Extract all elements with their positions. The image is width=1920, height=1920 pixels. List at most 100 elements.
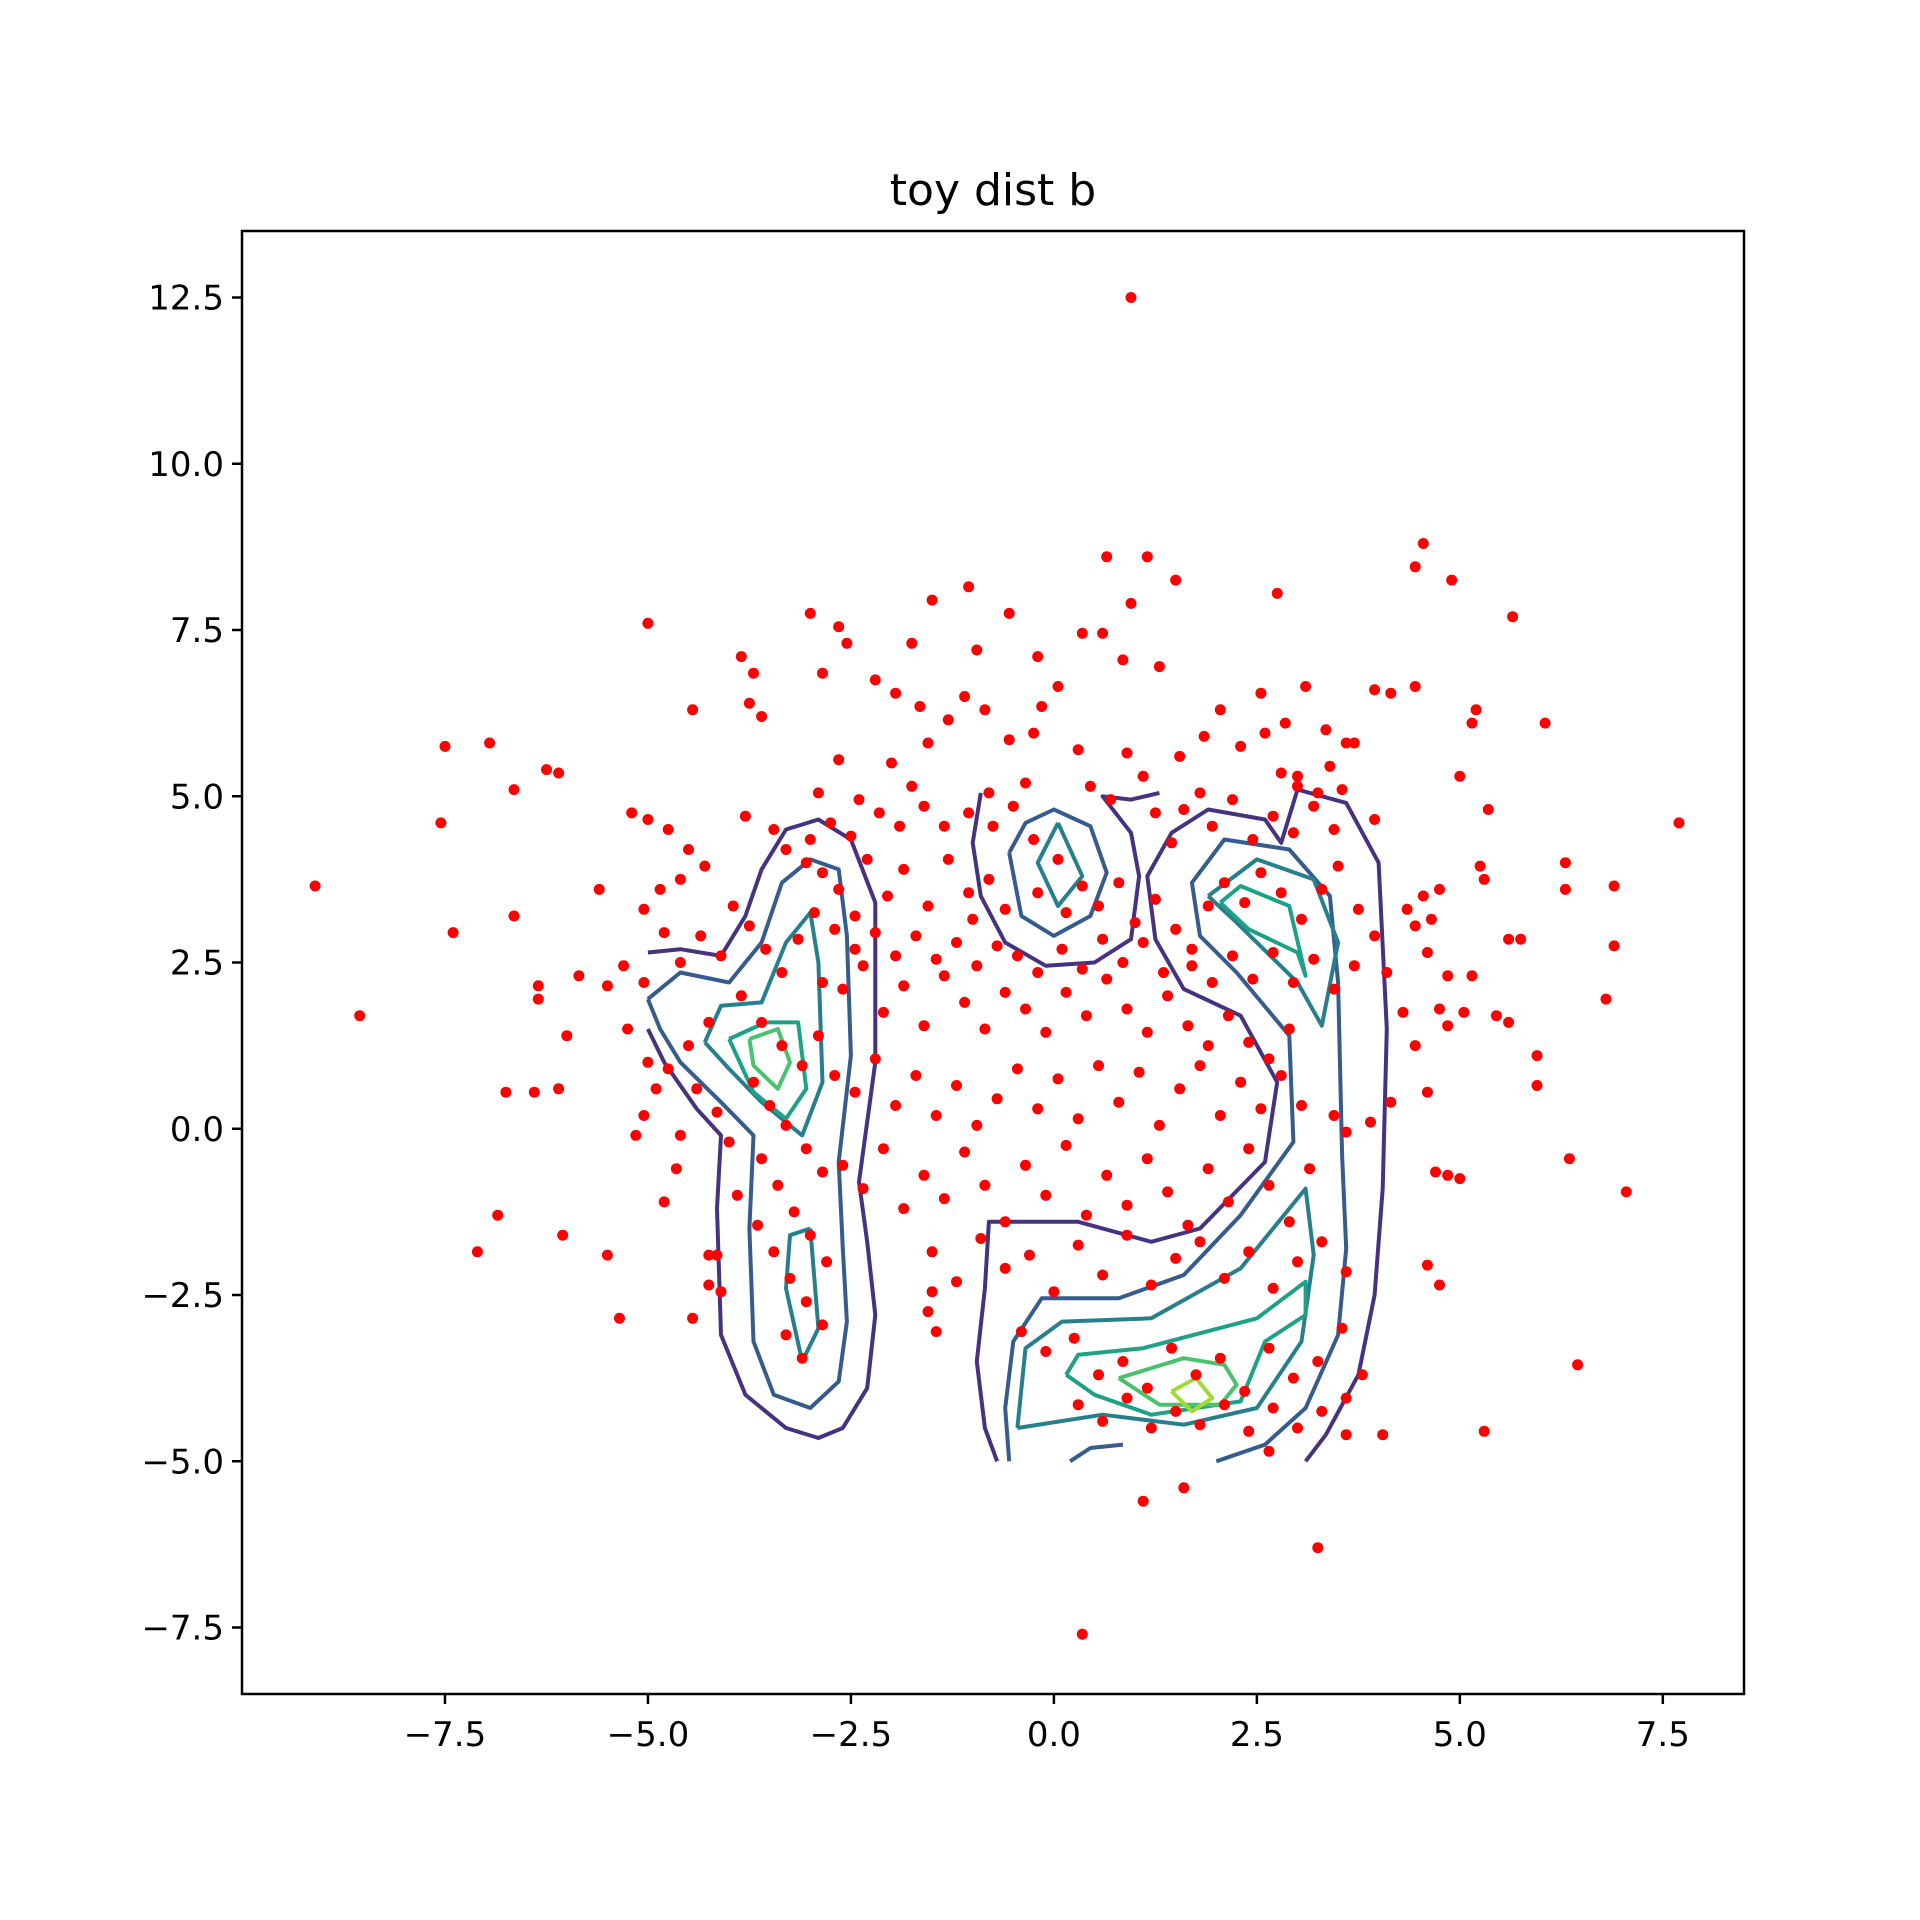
scatter-point <box>310 881 321 892</box>
scatter-point <box>675 957 686 968</box>
scatter-point <box>817 668 828 679</box>
scatter-point <box>1012 1063 1023 1074</box>
scatter-point <box>1138 771 1149 782</box>
scatter-point <box>927 595 938 606</box>
scatter-point <box>1442 970 1453 981</box>
scatter-point <box>992 1093 1003 1104</box>
scatter-point <box>1016 1326 1027 1337</box>
scatter-point <box>1479 874 1490 885</box>
y-tick-label: 10.0 <box>148 445 224 485</box>
y-tick-label: −7.5 <box>141 1609 224 1649</box>
scatter-point <box>1272 588 1283 599</box>
scatter-point <box>959 997 970 1008</box>
scatter-point <box>663 824 674 835</box>
scatter-point <box>1532 1080 1543 1091</box>
scatter-point <box>1097 1416 1108 1427</box>
scatter-point <box>979 1180 990 1191</box>
scatter-point <box>1564 1153 1575 1164</box>
scatter-point <box>797 1060 808 1071</box>
scatter-point <box>805 1230 816 1241</box>
scatter-point <box>553 1083 564 1094</box>
scatter-point <box>1195 1236 1206 1247</box>
scatter-point <box>675 874 686 885</box>
scatter-point <box>1503 934 1514 945</box>
scatter-point <box>1410 920 1421 931</box>
scatter-point <box>1186 944 1197 955</box>
scatter-point <box>781 844 792 855</box>
scatter-point <box>1020 1004 1031 1015</box>
scatter-point <box>687 1313 698 1324</box>
scatter-point <box>1048 1286 1059 1297</box>
scatter-point <box>642 814 653 825</box>
scatter-point <box>850 1087 861 1098</box>
scatter-point <box>931 954 942 965</box>
scatter-point <box>1369 930 1380 941</box>
scatter-point <box>1312 1356 1323 1367</box>
x-tick-label: 2.5 <box>1230 1715 1284 1755</box>
scatter-point <box>1329 1110 1340 1121</box>
scatter-point <box>1385 1097 1396 1108</box>
scatter-point <box>695 930 706 941</box>
x-tick-label: 0.0 <box>1027 1715 1081 1755</box>
scatter-point <box>1247 834 1258 845</box>
scatter-point <box>951 937 962 948</box>
scatter-point <box>675 1130 686 1141</box>
scatter-point <box>1170 924 1181 935</box>
scatter-point <box>1316 884 1327 895</box>
scatter-point <box>573 970 584 981</box>
scatter-point <box>618 960 629 971</box>
scatter-point <box>1239 897 1250 908</box>
scatter-point <box>1349 738 1360 749</box>
scatter-point <box>1134 1067 1145 1078</box>
scatter-point <box>1369 814 1380 825</box>
scatter-point <box>1097 934 1108 945</box>
scatter-point <box>1032 887 1043 898</box>
scatter-point <box>1077 1629 1088 1640</box>
scatter-point <box>1402 904 1413 915</box>
scatter-point <box>837 984 848 995</box>
scatter-point <box>744 920 755 931</box>
scatter-point <box>602 1250 613 1261</box>
scatter-point <box>1057 944 1068 955</box>
scatter-point <box>1053 854 1064 865</box>
scatter-point <box>914 701 925 712</box>
scatter-point <box>971 645 982 656</box>
scatter-point <box>1081 1210 1092 1221</box>
scatter-point <box>1385 688 1396 699</box>
scatter-point <box>890 950 901 961</box>
scatter-point <box>1268 947 1279 958</box>
scatter-point <box>1203 901 1214 912</box>
scatter-point <box>931 1326 942 1337</box>
scatter-point <box>1422 947 1433 958</box>
scatter-point <box>1004 734 1015 745</box>
scatter-point <box>979 1024 990 1035</box>
scatter-point <box>1215 1353 1226 1364</box>
x-tick-label: −5.0 <box>607 1715 690 1755</box>
scatter-point <box>1195 1419 1206 1430</box>
scatter-point <box>1434 1004 1445 1015</box>
scatter-point <box>1142 1027 1153 1038</box>
scatter-point <box>1316 1406 1327 1417</box>
scatter-point <box>1008 801 1019 812</box>
scatter-point <box>813 1030 824 1041</box>
scatter-point <box>1113 1097 1124 1108</box>
scatter-point <box>971 960 982 971</box>
scatter-point <box>1101 551 1112 562</box>
scatter-point <box>939 1193 950 1204</box>
scatter-point <box>1434 884 1445 895</box>
scatter-point <box>1357 1369 1368 1380</box>
scatter-point <box>1341 1429 1352 1440</box>
x-tick-label: −2.5 <box>810 1715 893 1755</box>
scatter-point <box>1280 718 1291 729</box>
scatter-point <box>1349 960 1360 971</box>
scatter-point <box>1365 1117 1376 1128</box>
scatter-point <box>724 1137 735 1148</box>
scatter-point <box>1430 1167 1441 1178</box>
scatter-point <box>862 854 873 865</box>
scatter-point <box>1000 904 1011 915</box>
scatter-point <box>748 668 759 679</box>
scatter-point <box>1296 914 1307 925</box>
scatter-point <box>1101 1170 1112 1181</box>
scatter-point <box>1093 1369 1104 1380</box>
scatter-point <box>602 980 613 991</box>
